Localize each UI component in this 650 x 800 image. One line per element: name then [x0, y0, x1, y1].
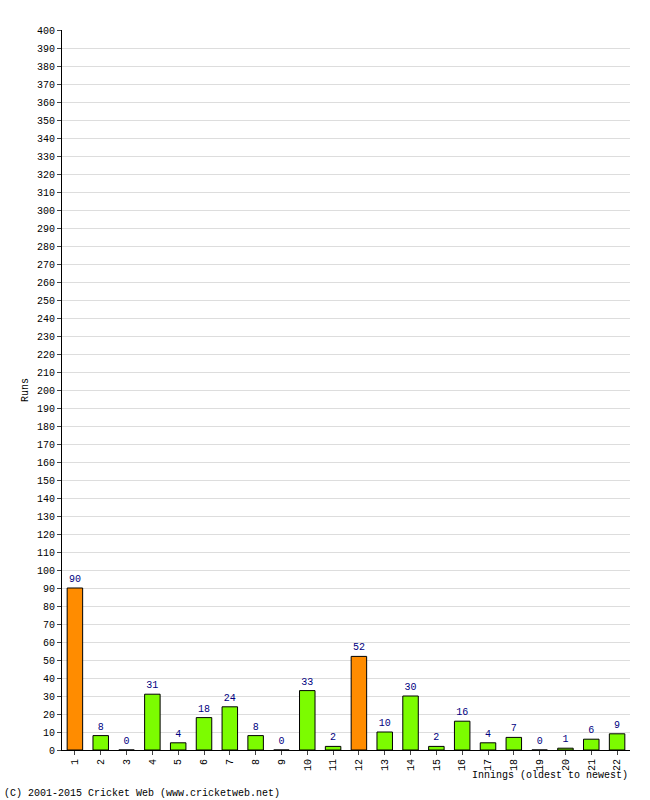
- svg-text:120: 120: [37, 530, 55, 541]
- svg-text:130: 130: [37, 512, 55, 523]
- svg-text:50: 50: [43, 656, 55, 667]
- svg-text:2: 2: [96, 759, 107, 765]
- svg-text:10: 10: [379, 718, 391, 729]
- svg-text:12: 12: [354, 759, 365, 771]
- svg-text:220: 220: [37, 350, 55, 361]
- svg-text:Runs: Runs: [20, 378, 31, 402]
- svg-text:16: 16: [456, 707, 468, 718]
- svg-text:16: 16: [457, 759, 468, 771]
- svg-text:170: 170: [37, 440, 55, 451]
- svg-text:200: 200: [37, 386, 55, 397]
- svg-text:0: 0: [537, 736, 543, 747]
- svg-text:11: 11: [328, 759, 339, 771]
- svg-text:250: 250: [37, 296, 55, 307]
- svg-text:5: 5: [173, 759, 184, 765]
- svg-text:4: 4: [148, 759, 159, 765]
- svg-text:31: 31: [146, 680, 158, 691]
- svg-text:8: 8: [251, 759, 262, 765]
- svg-text:33: 33: [301, 677, 313, 688]
- svg-text:14: 14: [406, 759, 417, 771]
- svg-text:8: 8: [98, 722, 104, 733]
- svg-text:280: 280: [37, 242, 55, 253]
- svg-text:90: 90: [69, 574, 81, 585]
- svg-text:110: 110: [37, 548, 55, 559]
- svg-text:21: 21: [587, 759, 598, 771]
- svg-text:380: 380: [37, 62, 55, 73]
- svg-text:0: 0: [124, 736, 130, 747]
- svg-text:7: 7: [511, 723, 517, 734]
- svg-text:18: 18: [198, 704, 210, 715]
- svg-text:320: 320: [37, 170, 55, 181]
- svg-text:160: 160: [37, 458, 55, 469]
- svg-text:15: 15: [432, 759, 443, 771]
- svg-text:20: 20: [43, 710, 55, 721]
- svg-text:360: 360: [37, 98, 55, 109]
- svg-text:6: 6: [588, 725, 594, 736]
- svg-text:260: 260: [37, 278, 55, 289]
- svg-text:210: 210: [37, 368, 55, 379]
- svg-text:10: 10: [303, 759, 314, 771]
- svg-text:1: 1: [562, 734, 568, 745]
- svg-text:17: 17: [483, 759, 494, 771]
- svg-text:24: 24: [224, 693, 236, 704]
- svg-text:0: 0: [49, 746, 55, 757]
- svg-text:20: 20: [561, 759, 572, 771]
- svg-text:0: 0: [278, 736, 284, 747]
- svg-text:350: 350: [37, 116, 55, 127]
- svg-text:6: 6: [199, 759, 210, 765]
- svg-text:400: 400: [37, 26, 55, 37]
- svg-text:190: 190: [37, 404, 55, 415]
- svg-text:52: 52: [353, 642, 365, 653]
- svg-text:Innings (oldest to newest): Innings (oldest to newest): [472, 770, 628, 781]
- svg-text:370: 370: [37, 80, 55, 91]
- svg-text:7: 7: [225, 759, 236, 765]
- svg-text:19: 19: [535, 759, 546, 771]
- svg-text:4: 4: [175, 729, 181, 740]
- svg-text:340: 340: [37, 134, 55, 145]
- svg-text:(C) 2001-2015 Cricket Web (www: (C) 2001-2015 Cricket Web (www.cricketwe…: [4, 788, 280, 799]
- svg-text:80: 80: [43, 602, 55, 613]
- svg-text:240: 240: [37, 314, 55, 325]
- svg-text:40: 40: [43, 674, 55, 685]
- svg-text:300: 300: [37, 206, 55, 217]
- svg-text:60: 60: [43, 638, 55, 649]
- svg-text:18: 18: [509, 759, 520, 771]
- svg-text:180: 180: [37, 422, 55, 433]
- svg-text:13: 13: [380, 759, 391, 771]
- svg-text:9: 9: [277, 759, 288, 765]
- svg-text:290: 290: [37, 224, 55, 235]
- svg-text:270: 270: [37, 260, 55, 271]
- svg-text:9: 9: [614, 720, 620, 731]
- svg-text:330: 330: [37, 152, 55, 163]
- svg-text:230: 230: [37, 332, 55, 343]
- svg-text:70: 70: [43, 620, 55, 631]
- svg-text:2: 2: [330, 732, 336, 743]
- svg-text:3: 3: [122, 759, 133, 765]
- svg-text:90: 90: [43, 584, 55, 595]
- svg-text:1: 1: [70, 759, 81, 765]
- svg-text:310: 310: [37, 188, 55, 199]
- svg-text:10: 10: [43, 728, 55, 739]
- svg-text:22: 22: [612, 759, 623, 771]
- svg-text:2: 2: [433, 732, 439, 743]
- svg-text:4: 4: [485, 729, 491, 740]
- svg-text:150: 150: [37, 476, 55, 487]
- svg-text:30: 30: [405, 682, 417, 693]
- svg-text:390: 390: [37, 44, 55, 55]
- svg-text:30: 30: [43, 692, 55, 703]
- svg-text:8: 8: [253, 722, 259, 733]
- svg-text:140: 140: [37, 494, 55, 505]
- svg-text:100: 100: [37, 566, 55, 577]
